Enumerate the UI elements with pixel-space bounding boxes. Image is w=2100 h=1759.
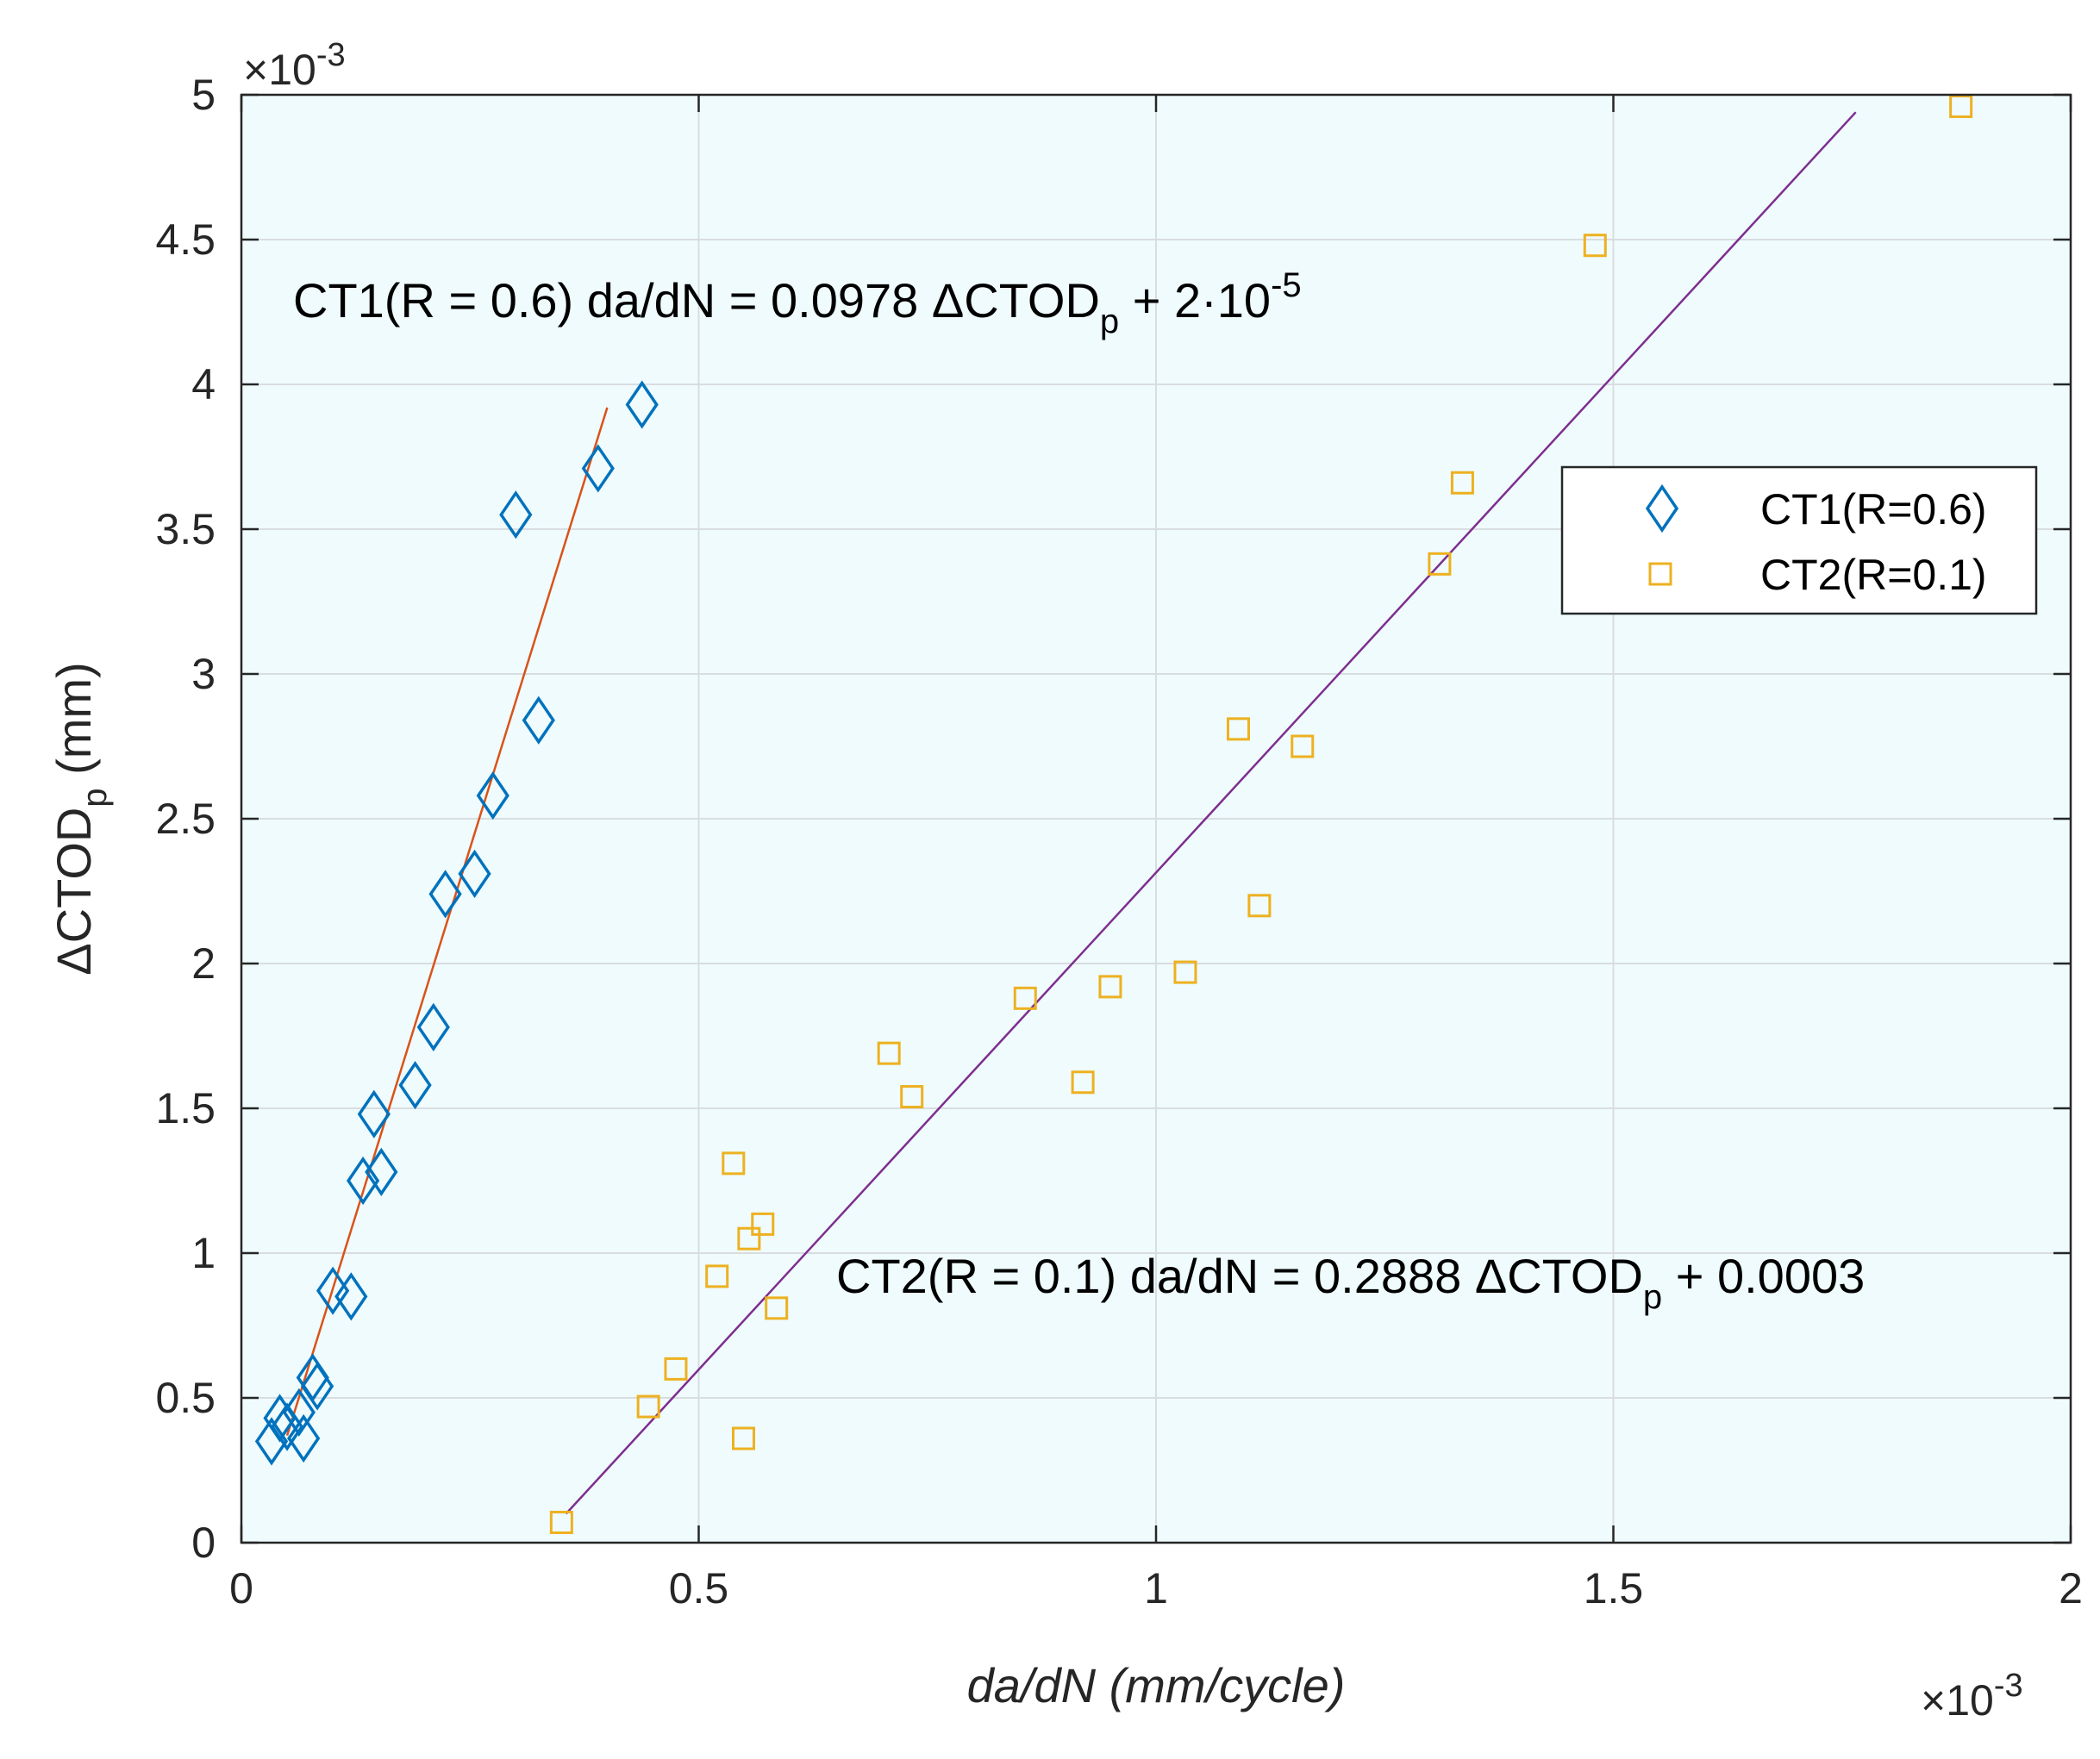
ct1-point <box>346 1156 380 1206</box>
ct2-point <box>722 1151 746 1176</box>
y-tick-label: 3 <box>191 650 216 698</box>
ct2-point <box>636 1394 660 1419</box>
axis-ticks: 0 0.5 1 1.5 2 0 0.5 1 1.5 2 2.5 3 3.5 4 4.5 5 <box>155 71 2082 1612</box>
ct1-point <box>300 1362 334 1411</box>
legend-box <box>1560 465 2038 615</box>
y-tick-label: 5 <box>191 71 216 119</box>
y-tick-label: 0 <box>191 1519 216 1567</box>
legend-ct1-label: CT1(R=0.6) <box>1760 485 1987 533</box>
ct1-point <box>316 1266 350 1315</box>
x-tick-label: 2 <box>2059 1564 2083 1612</box>
ct2-point <box>1173 960 1197 984</box>
y-tick-label: 2 <box>191 939 216 988</box>
y-tick-label: 1.5 <box>155 1084 216 1132</box>
ct1-point <box>458 849 491 898</box>
legend: CT1(R=0.6) CT2(R=0.1) <box>1560 465 2038 615</box>
y-axis-label: ΔCTODp (mm) <box>47 662 114 975</box>
ct1-point <box>287 1413 321 1463</box>
ct2-point <box>1949 94 1973 118</box>
ct2-point <box>1450 471 1474 495</box>
fit-lines <box>285 111 1857 1515</box>
ct2-point <box>731 1426 755 1450</box>
x-tick-label: 0.5 <box>669 1564 729 1612</box>
ct2-point <box>664 1357 688 1381</box>
ct2-point <box>705 1264 729 1288</box>
y-tick-label: 2.5 <box>155 795 216 843</box>
x-tick-label: 1 <box>1144 1564 1168 1612</box>
ct2-point <box>765 1296 789 1320</box>
y-tick-label: 4 <box>191 360 216 409</box>
y-multiplier: ×10-3 <box>243 37 346 94</box>
legend-ct1-marker <box>1645 483 1679 533</box>
ct2-point <box>751 1212 775 1236</box>
ct1-point <box>416 1002 450 1052</box>
ct1-point <box>334 1272 368 1321</box>
ct2-point <box>1428 552 1452 576</box>
ct1-point <box>270 1402 304 1451</box>
legend-ct2-marker <box>1648 562 1672 586</box>
ct2-point <box>1071 1070 1095 1095</box>
fit-line-2 <box>565 111 1857 1515</box>
x-tick-label: 0 <box>229 1564 253 1612</box>
y-tick-label: 1 <box>191 1229 216 1277</box>
ct2-point <box>1583 234 1607 258</box>
fit-line-1 <box>285 407 609 1437</box>
x-axis-label: da/dN (mm/cycle) <box>967 1658 1346 1712</box>
ct1-point <box>398 1061 432 1110</box>
ct2-point <box>737 1226 761 1251</box>
ct1-point <box>499 490 533 540</box>
x-multiplier: ×10-3 <box>1921 1668 2023 1725</box>
x-tick-label: 1.5 <box>1584 1564 1644 1612</box>
ct2-point <box>877 1041 901 1065</box>
y-tick-label: 4.5 <box>155 215 216 264</box>
legend-ct2-label: CT2(R=0.1) <box>1760 551 1987 599</box>
grid-lines <box>241 94 2072 1544</box>
ct1-equation: CT1(R = 0.6) da/dN = 0.0978 ΔCTODp + 2·1… <box>293 266 1302 340</box>
ct1-point <box>522 695 555 745</box>
ct1-point <box>476 771 509 820</box>
ct1-point <box>365 1147 398 1197</box>
ct2-point <box>1291 734 1315 758</box>
ct1-point <box>282 1388 316 1437</box>
ct1-point <box>254 1417 289 1466</box>
y-tick-label: 0.5 <box>155 1374 216 1422</box>
data-markers <box>254 94 1973 1534</box>
ct2-point <box>900 1085 924 1109</box>
ct1-point <box>357 1089 391 1138</box>
ct2-point <box>1226 717 1250 741</box>
ct1-point <box>625 380 659 429</box>
ct2-point <box>1098 975 1122 999</box>
y-tick-label: 3.5 <box>155 505 216 553</box>
ct1-point <box>581 444 615 493</box>
ct1-point <box>428 870 462 919</box>
ct2-point <box>1247 894 1272 918</box>
ct2-point <box>549 1510 573 1534</box>
ct2-point <box>1013 986 1037 1010</box>
ct2-equation: CT2(R = 0.1) da/dN = 0.2888 ΔCTODp + 0.0… <box>836 1249 1865 1316</box>
